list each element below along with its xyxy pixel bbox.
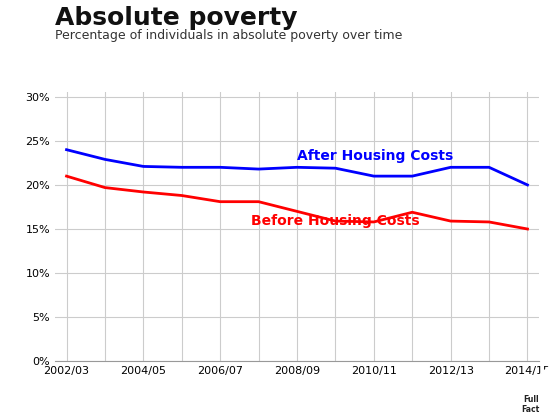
Text: Before Housing Costs: Before Housing Costs bbox=[251, 214, 420, 228]
Text: Households below average income (HBAI): 1994/95 to 2014/15, table 3.a: Households below average income (HBAI): … bbox=[47, 386, 432, 396]
Text: Full
Fact: Full Fact bbox=[521, 395, 540, 415]
Text: After Housing Costs: After Housing Costs bbox=[297, 149, 453, 163]
Polygon shape bbox=[484, 365, 550, 420]
Text: Percentage of individuals in absolute poverty over time: Percentage of individuals in absolute po… bbox=[55, 29, 403, 42]
Text: Absolute poverty: Absolute poverty bbox=[55, 6, 298, 30]
Text: Source:: Source: bbox=[11, 386, 56, 396]
